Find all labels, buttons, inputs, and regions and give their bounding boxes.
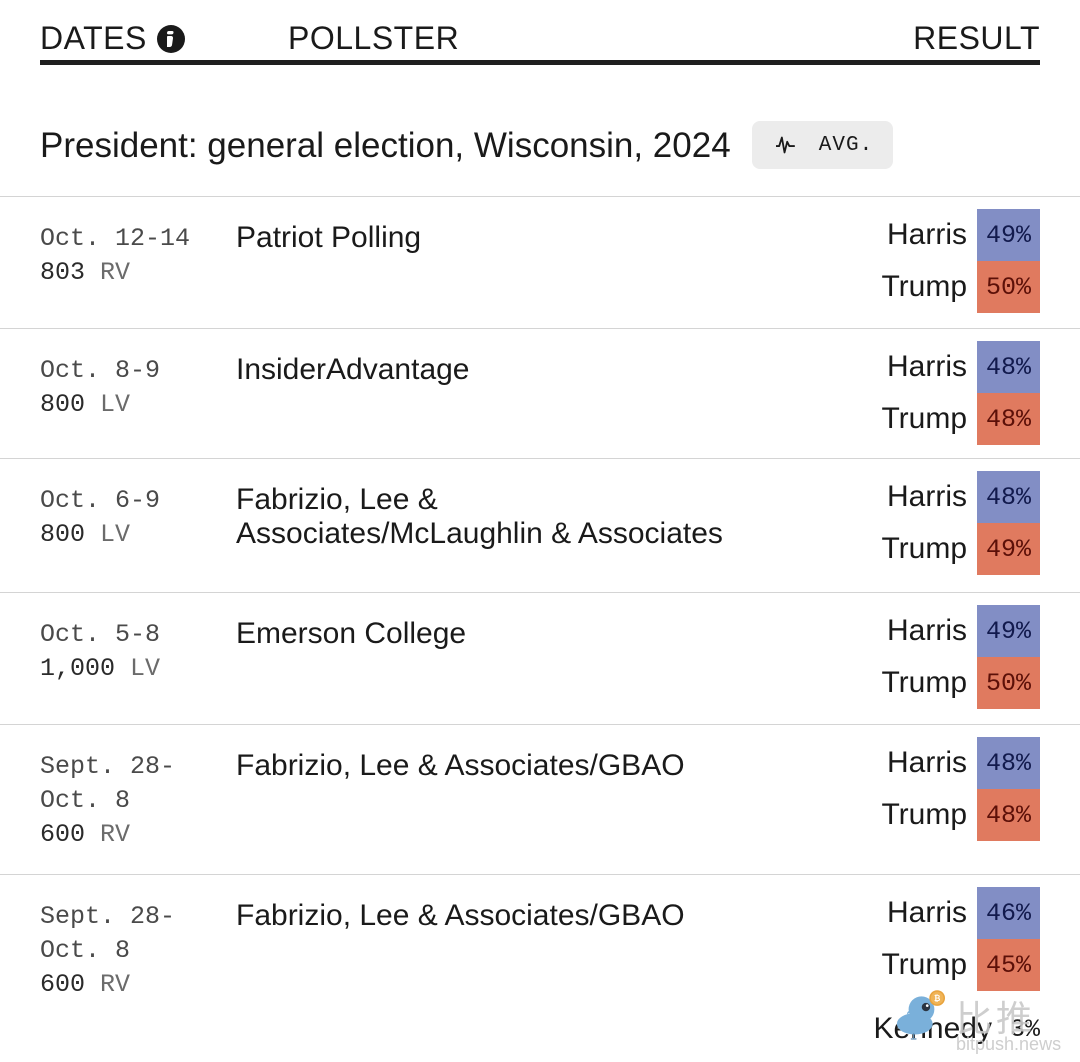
svg-text:₿: ₿ — [934, 994, 941, 1003]
